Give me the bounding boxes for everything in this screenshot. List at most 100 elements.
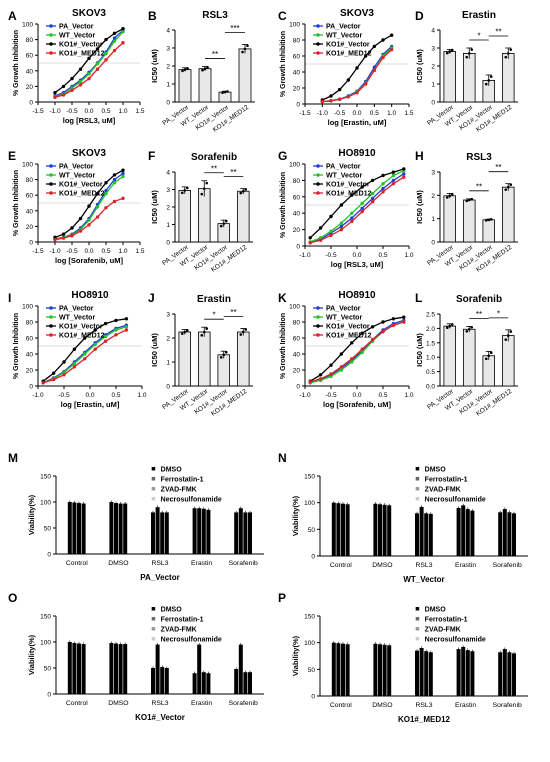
significance-label: ** <box>212 50 218 59</box>
data-point <box>112 173 117 177</box>
replicate-point <box>181 69 184 73</box>
legend-label: WT_Vector <box>326 33 362 40</box>
y-tick-label: 20 <box>26 84 34 91</box>
x-tick-label: RSL3 <box>415 702 432 709</box>
legend-label: Necrosulfonamide <box>161 637 222 644</box>
legend-label: WT_Vector <box>59 315 95 322</box>
data-point <box>72 365 77 369</box>
y-tick-label: 80 <box>293 38 301 45</box>
legend-marker <box>316 42 320 46</box>
significance-label: ** <box>476 182 482 191</box>
data-point <box>51 371 56 375</box>
legend-label: DMSO <box>161 607 183 614</box>
bar-ZVAD-FMK <box>77 643 81 694</box>
bar <box>218 91 232 103</box>
legend-label: Ferrostatin-1 <box>425 477 468 484</box>
x-tick-label: -1.0 <box>299 392 311 399</box>
replicate-point <box>202 187 206 190</box>
bar-Necrosulfonamide <box>81 503 86 554</box>
x-tick-label: -1.5 <box>32 248 44 255</box>
replicate-point <box>509 48 513 51</box>
legend-marker <box>49 306 53 310</box>
y-tick-label: 0 <box>311 554 315 561</box>
replicate-point <box>504 188 508 191</box>
y-tick-label: 20 <box>293 227 301 234</box>
x-tick-label: 0.0 <box>85 392 94 399</box>
data-point <box>61 232 66 236</box>
legend-label: Necrosulfonamide <box>425 497 486 504</box>
bar-DMSO <box>67 502 72 554</box>
legend-swatch <box>415 617 420 621</box>
x-tick-label: 0.0 <box>84 108 93 115</box>
x-axis-label: log [RSL3, uM] <box>331 260 384 269</box>
data-point <box>72 347 77 351</box>
data-point <box>329 99 333 103</box>
data-point <box>87 204 91 208</box>
data-point <box>391 181 396 186</box>
panel-letter-A: A <box>8 9 17 23</box>
y-tick-label: 2 <box>431 64 435 71</box>
bar-Necrosulfonamide <box>345 644 350 696</box>
bar <box>198 68 212 103</box>
data-point <box>53 95 57 100</box>
x-axis-label: log [Erastin, uM] <box>61 400 120 409</box>
bar-Ferrostatin-1 <box>502 649 507 696</box>
legend-label: DMSO <box>425 467 447 474</box>
x-tick-label: DMSO <box>372 702 392 709</box>
legend-label: WT_Vector <box>59 173 95 180</box>
replicate-point <box>246 44 249 48</box>
y-tick-label: 1 <box>166 222 170 229</box>
data-point <box>72 361 77 366</box>
chart-title: RSL3 <box>202 10 228 21</box>
chart-title: HO8910 <box>71 290 109 301</box>
bar <box>462 328 476 387</box>
legend-label: KO1#_Vector <box>59 42 103 49</box>
replicate-point <box>445 326 449 330</box>
bar-Necrosulfonamide <box>470 651 475 696</box>
data-point <box>329 374 333 379</box>
y-tick-label: 100 <box>40 640 51 647</box>
data-point <box>87 56 91 61</box>
data-point <box>83 357 87 361</box>
series-line-PA_Vector <box>310 319 404 384</box>
data-point <box>318 238 323 242</box>
chart-title: Sorafenib <box>456 294 502 305</box>
data-point <box>339 352 344 356</box>
bar-Ferrostatin-1 <box>502 509 507 556</box>
y-tick-label: 1.5 <box>426 340 435 347</box>
data-point <box>320 99 325 104</box>
replicate-point <box>219 224 223 228</box>
replicate-point <box>450 48 454 52</box>
data-point <box>104 37 108 42</box>
y-tick-label: 60 <box>26 336 34 343</box>
data-point <box>372 68 377 73</box>
data-point <box>83 336 87 340</box>
x-tick-label: Sorafenib <box>229 700 258 707</box>
y-tick-label: 60 <box>26 193 34 200</box>
legend-label: PA_Vector <box>326 24 361 31</box>
data-point <box>41 381 45 385</box>
replicate-point <box>186 67 189 70</box>
y-axis-label: % Growth Inhibition <box>13 30 20 96</box>
significance-label: ** <box>230 308 236 317</box>
bar <box>178 69 192 103</box>
replicate-point <box>487 79 491 82</box>
bar-Ferrostatin-1 <box>419 648 424 696</box>
panel-letter-C: C <box>278 9 287 23</box>
panel-letter-H: H <box>415 149 424 163</box>
bar-Ferrostatin-1 <box>461 646 466 696</box>
data-point <box>391 173 396 178</box>
legend-label: Ferrostatin-1 <box>425 617 468 624</box>
legend-swatch <box>151 497 156 501</box>
x-tick-label: RSL3 <box>151 560 168 567</box>
panel-letter-I: I <box>8 291 11 305</box>
bar-DMSO <box>415 513 419 556</box>
y-tick-label: 1.0 <box>426 355 435 362</box>
x-tick-label: -0.5 <box>66 108 78 115</box>
y-tick-label: 0 <box>47 552 51 559</box>
replicate-point <box>180 191 184 195</box>
x-tick-label: 1.5 <box>135 108 144 115</box>
chart-title: SKOV3 <box>72 8 106 19</box>
bar <box>482 355 495 387</box>
chart-title: PA_Vector <box>140 573 179 582</box>
